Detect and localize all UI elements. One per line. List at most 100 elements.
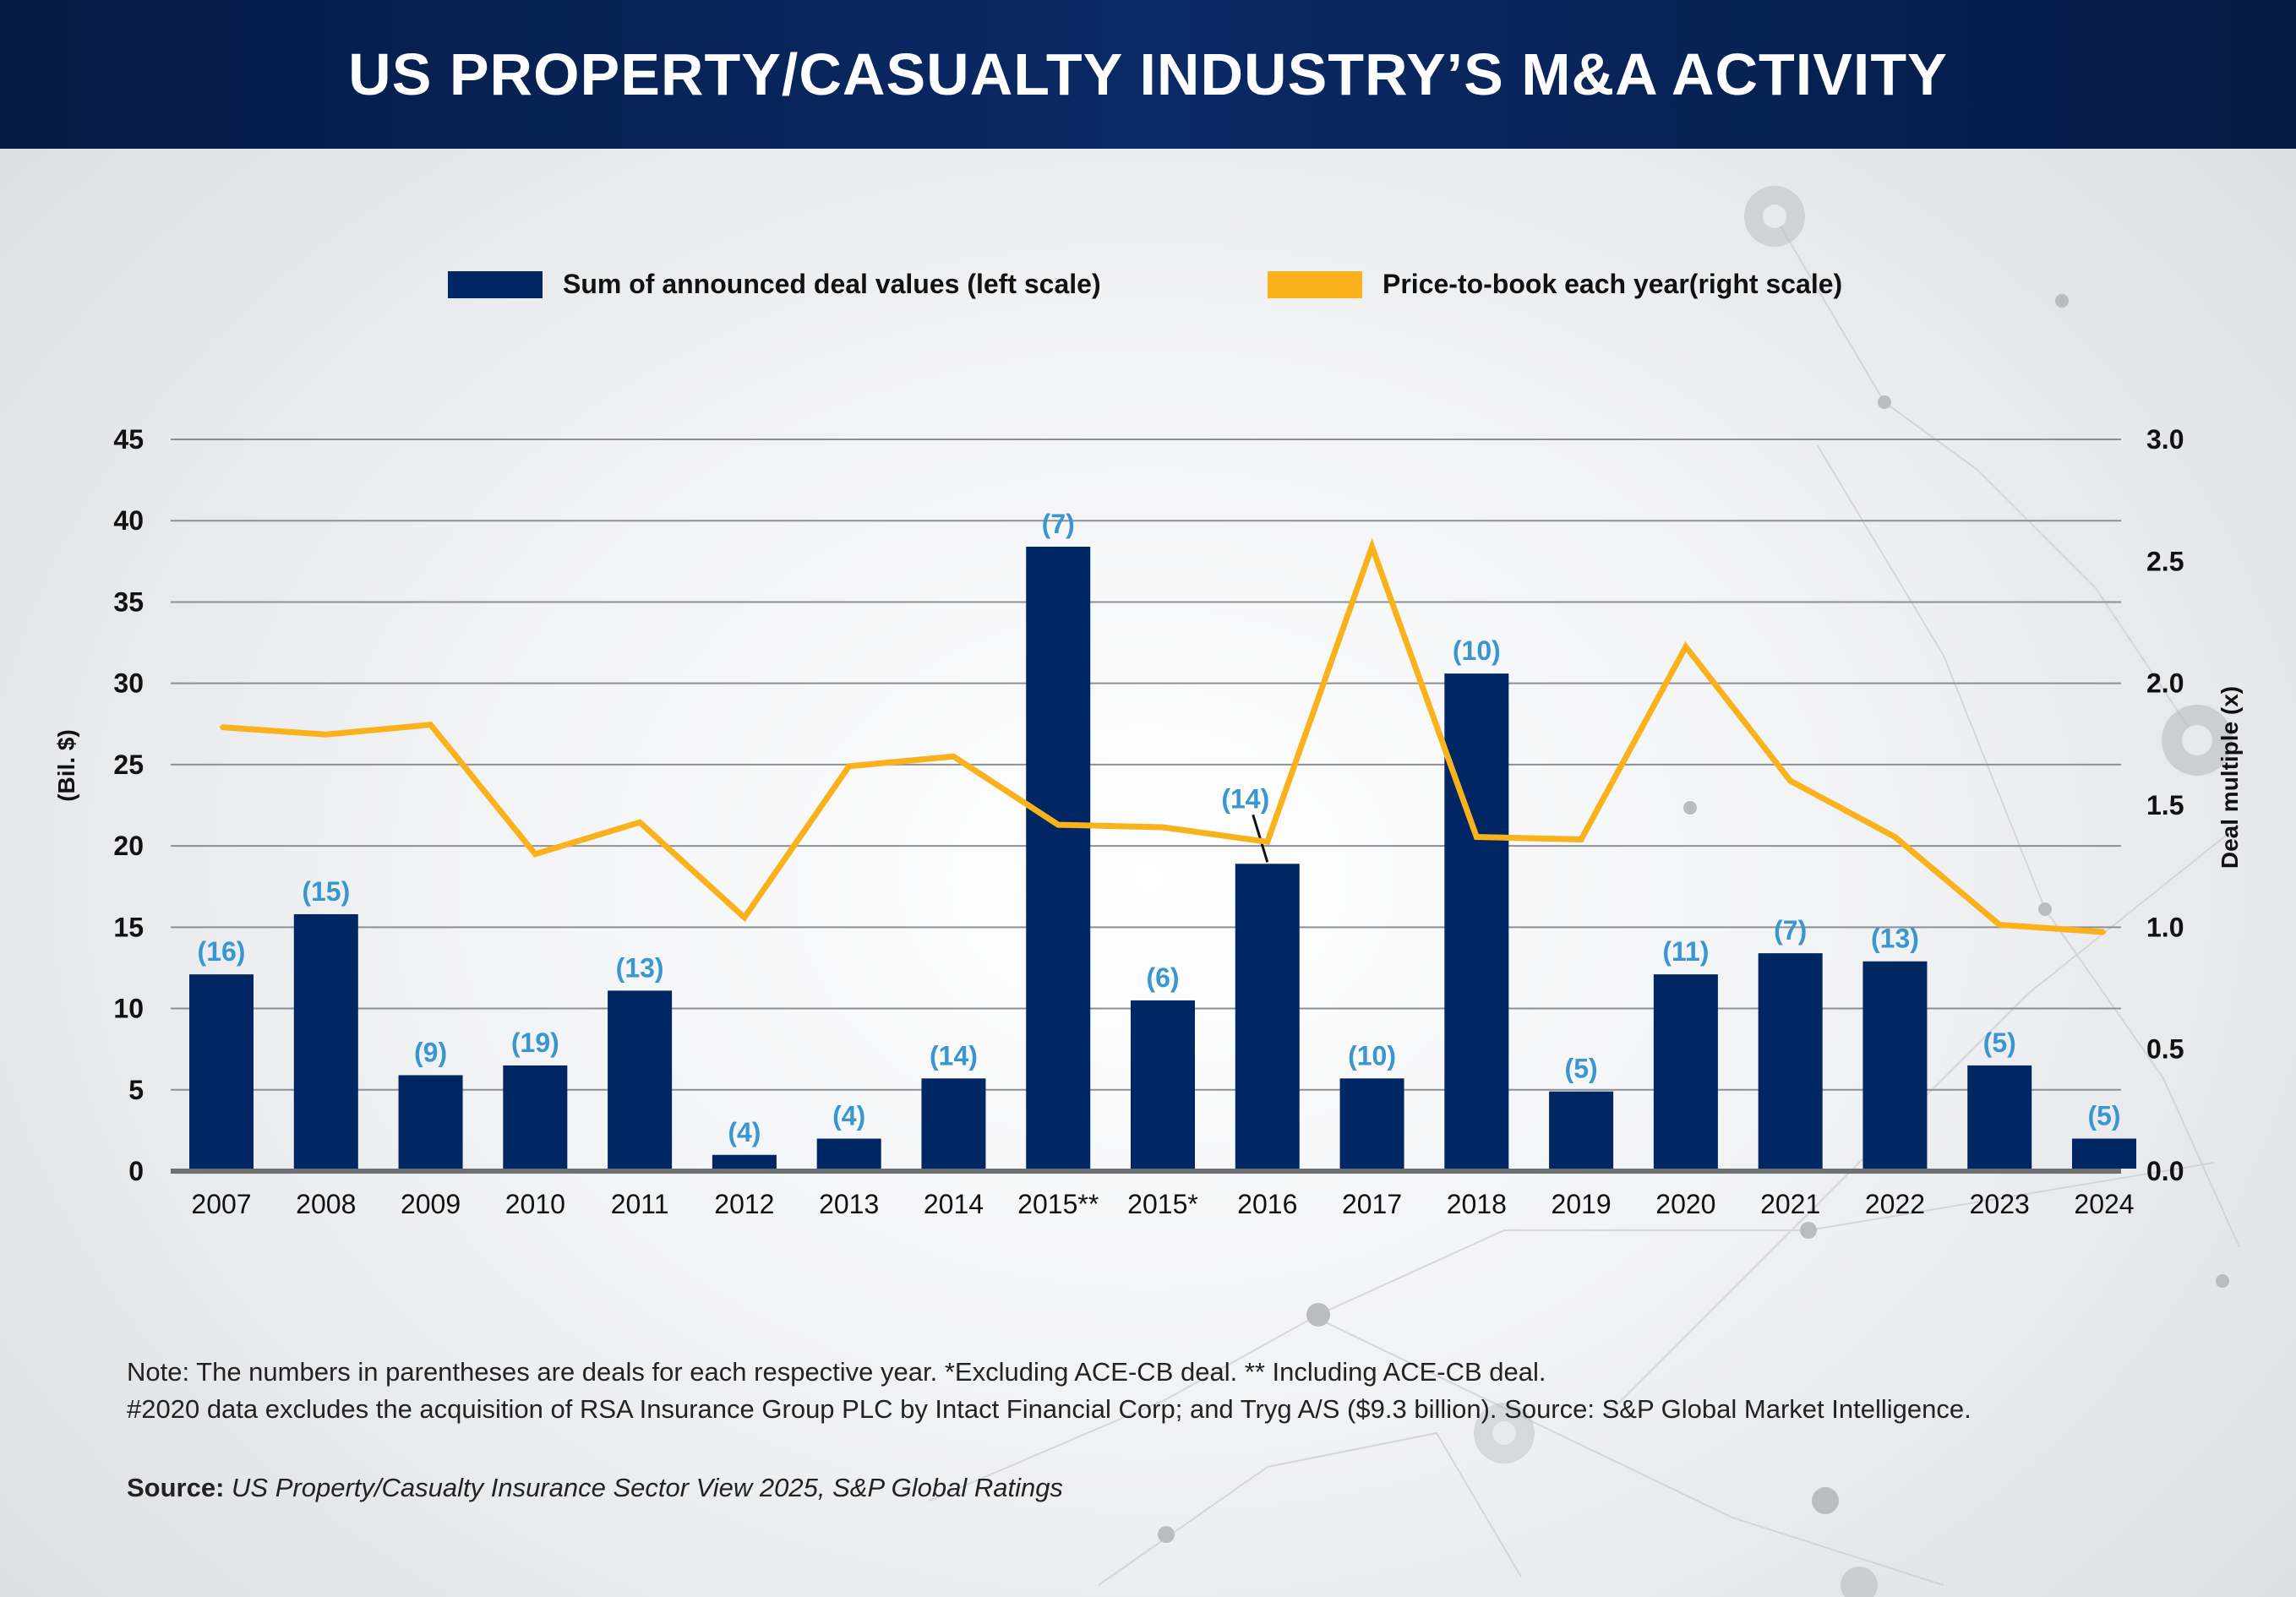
bar	[1967, 1065, 2032, 1169]
line-point	[533, 852, 537, 856]
x-tick-label: 2015*	[1127, 1189, 1198, 1219]
note-line-1: Note: The numbers in parentheses are dea…	[127, 1357, 1546, 1387]
y2-tick-label: 3.0	[2146, 424, 2184, 455]
deal-count-label: (9)	[414, 1037, 447, 1067]
y2-tick-label: 1.5	[2146, 790, 2184, 820]
x-tick-label: 2010	[505, 1189, 565, 1219]
header-banner: US PROPERTY/CASUALTY INDUSTRY’S M&A ACTI…	[0, 0, 2296, 149]
bar	[1549, 1091, 1614, 1169]
y2-tick-label: 0.5	[2146, 1034, 2184, 1065]
bar	[921, 1078, 986, 1169]
line-point	[1370, 545, 1374, 549]
deal-count-label: (4)	[832, 1101, 865, 1131]
price-to-book-line	[221, 537, 2105, 935]
bar	[2072, 1138, 2136, 1169]
line-point	[1161, 825, 1164, 829]
bar	[503, 1065, 568, 1169]
bar	[1862, 961, 1928, 1169]
y2-tick-label: 1.0	[2146, 912, 2184, 942]
y2-tick-label: 2.5	[2146, 546, 2184, 576]
x-tick-label: 2016	[1237, 1189, 1297, 1219]
x-tick-label: 2012	[714, 1189, 774, 1219]
y2-axis-title: Deal multiple (x)	[2217, 686, 2243, 869]
line-point	[324, 733, 328, 737]
deal-count-label: (16)	[198, 936, 246, 967]
line-point	[1475, 835, 1479, 839]
bar	[1653, 974, 1718, 1169]
bar	[608, 990, 673, 1169]
y-axis-title: (Bil. $)	[53, 729, 79, 802]
line-point	[952, 755, 956, 759]
x-tick-label: 2008	[296, 1189, 356, 1219]
y2-tick-label: 2.0	[2146, 668, 2184, 699]
y-tick-label: 0	[128, 1156, 144, 1186]
line-point	[428, 722, 433, 727]
deal-count-label: (7)	[1042, 509, 1075, 539]
legend-item-price-to-book: Price-to-book each year(right scale)	[1268, 269, 1842, 300]
x-tick-label: 2011	[611, 1189, 669, 1219]
deal-count-label: (19)	[511, 1027, 559, 1058]
bar	[1026, 547, 1091, 1169]
bar	[293, 913, 358, 1169]
background-network-pattern	[929, 186, 2240, 1597]
deal-count-label: (5)	[1983, 1027, 2016, 1058]
line-point	[2102, 930, 2106, 935]
x-tick-label: 2024	[2074, 1189, 2134, 1219]
note-line-2: #2020 data excludes the acquisition of R…	[127, 1394, 1972, 1424]
legend-swatch-line	[1268, 270, 1362, 298]
line-point	[1998, 923, 2002, 927]
deal-count-label: (6)	[1146, 962, 1179, 993]
legend-label-deal-values: Sum of announced deal values (left scale…	[563, 269, 1101, 299]
bar	[1758, 953, 1823, 1169]
source-citation: Source: US Property/Casualty Insurance S…	[127, 1473, 1063, 1503]
bar	[398, 1075, 463, 1169]
deal-count-label: (14)	[930, 1040, 978, 1071]
y-tick-label: 5	[128, 1075, 144, 1105]
y-tick-label: 35	[113, 586, 144, 617]
deal-count-label: (4)	[728, 1117, 761, 1147]
line-point	[1056, 823, 1061, 827]
y-tick-label: 30	[113, 668, 144, 699]
y-tick-label: 25	[113, 749, 144, 780]
deal-count-label: (15)	[302, 876, 350, 907]
line-point	[847, 764, 851, 768]
x-tick-label: 2007	[191, 1189, 251, 1219]
chart-notes: Note: The numbers in parentheses are dea…	[127, 1354, 2239, 1428]
deal-count-label: (5)	[2087, 1101, 2120, 1131]
deal-count-label: (11)	[1662, 936, 1709, 967]
source-text: US Property/Casualty Insurance Sector Vi…	[232, 1473, 1063, 1502]
deal-count-label: (13)	[616, 952, 664, 983]
deal-count-label: (10)	[1453, 635, 1501, 666]
line-point	[1788, 779, 1792, 783]
x-tick-label: 2013	[819, 1189, 879, 1219]
bar	[1444, 673, 1509, 1169]
x-tick-label: 2009	[401, 1189, 461, 1219]
source-label: Source:	[127, 1473, 225, 1502]
y-tick-label: 20	[113, 831, 144, 861]
x-tick-label: 2015**	[1017, 1189, 1099, 1219]
line-point	[220, 725, 223, 729]
x-tick-label: 2018	[1447, 1189, 1507, 1219]
x-tick-label: 2021	[1760, 1189, 1820, 1219]
legend-item-deal-values: Sum of announced deal values (left scale…	[448, 269, 1101, 300]
line-point	[638, 820, 642, 825]
x-tick-label: 2017	[1342, 1189, 1402, 1219]
bar	[816, 1138, 881, 1169]
deal-count-label: (10)	[1348, 1040, 1396, 1071]
bar	[1235, 864, 1300, 1169]
x-tick-label: 2019	[1552, 1189, 1612, 1219]
deal-count-label: (13)	[1871, 924, 1919, 954]
line-point	[1579, 837, 1584, 842]
bar	[189, 974, 254, 1169]
x-tick-label: 2023	[1970, 1189, 2030, 1219]
line-point	[1265, 840, 1269, 844]
y-tick-label: 40	[113, 505, 144, 536]
bar	[1339, 1078, 1404, 1169]
bar	[1131, 1000, 1195, 1169]
y2-tick-label: 0.0	[2146, 1156, 2184, 1186]
y-tick-label: 45	[113, 424, 144, 455]
y-tick-label: 15	[113, 912, 144, 942]
line-point	[1893, 835, 1897, 839]
chart-legend: Sum of announced deal values (left scale…	[0, 269, 2296, 311]
